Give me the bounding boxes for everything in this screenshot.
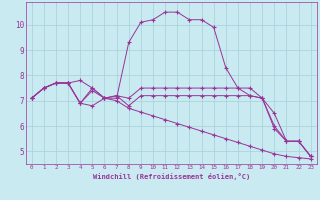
X-axis label: Windchill (Refroidissement éolien,°C): Windchill (Refroidissement éolien,°C) <box>92 173 250 180</box>
